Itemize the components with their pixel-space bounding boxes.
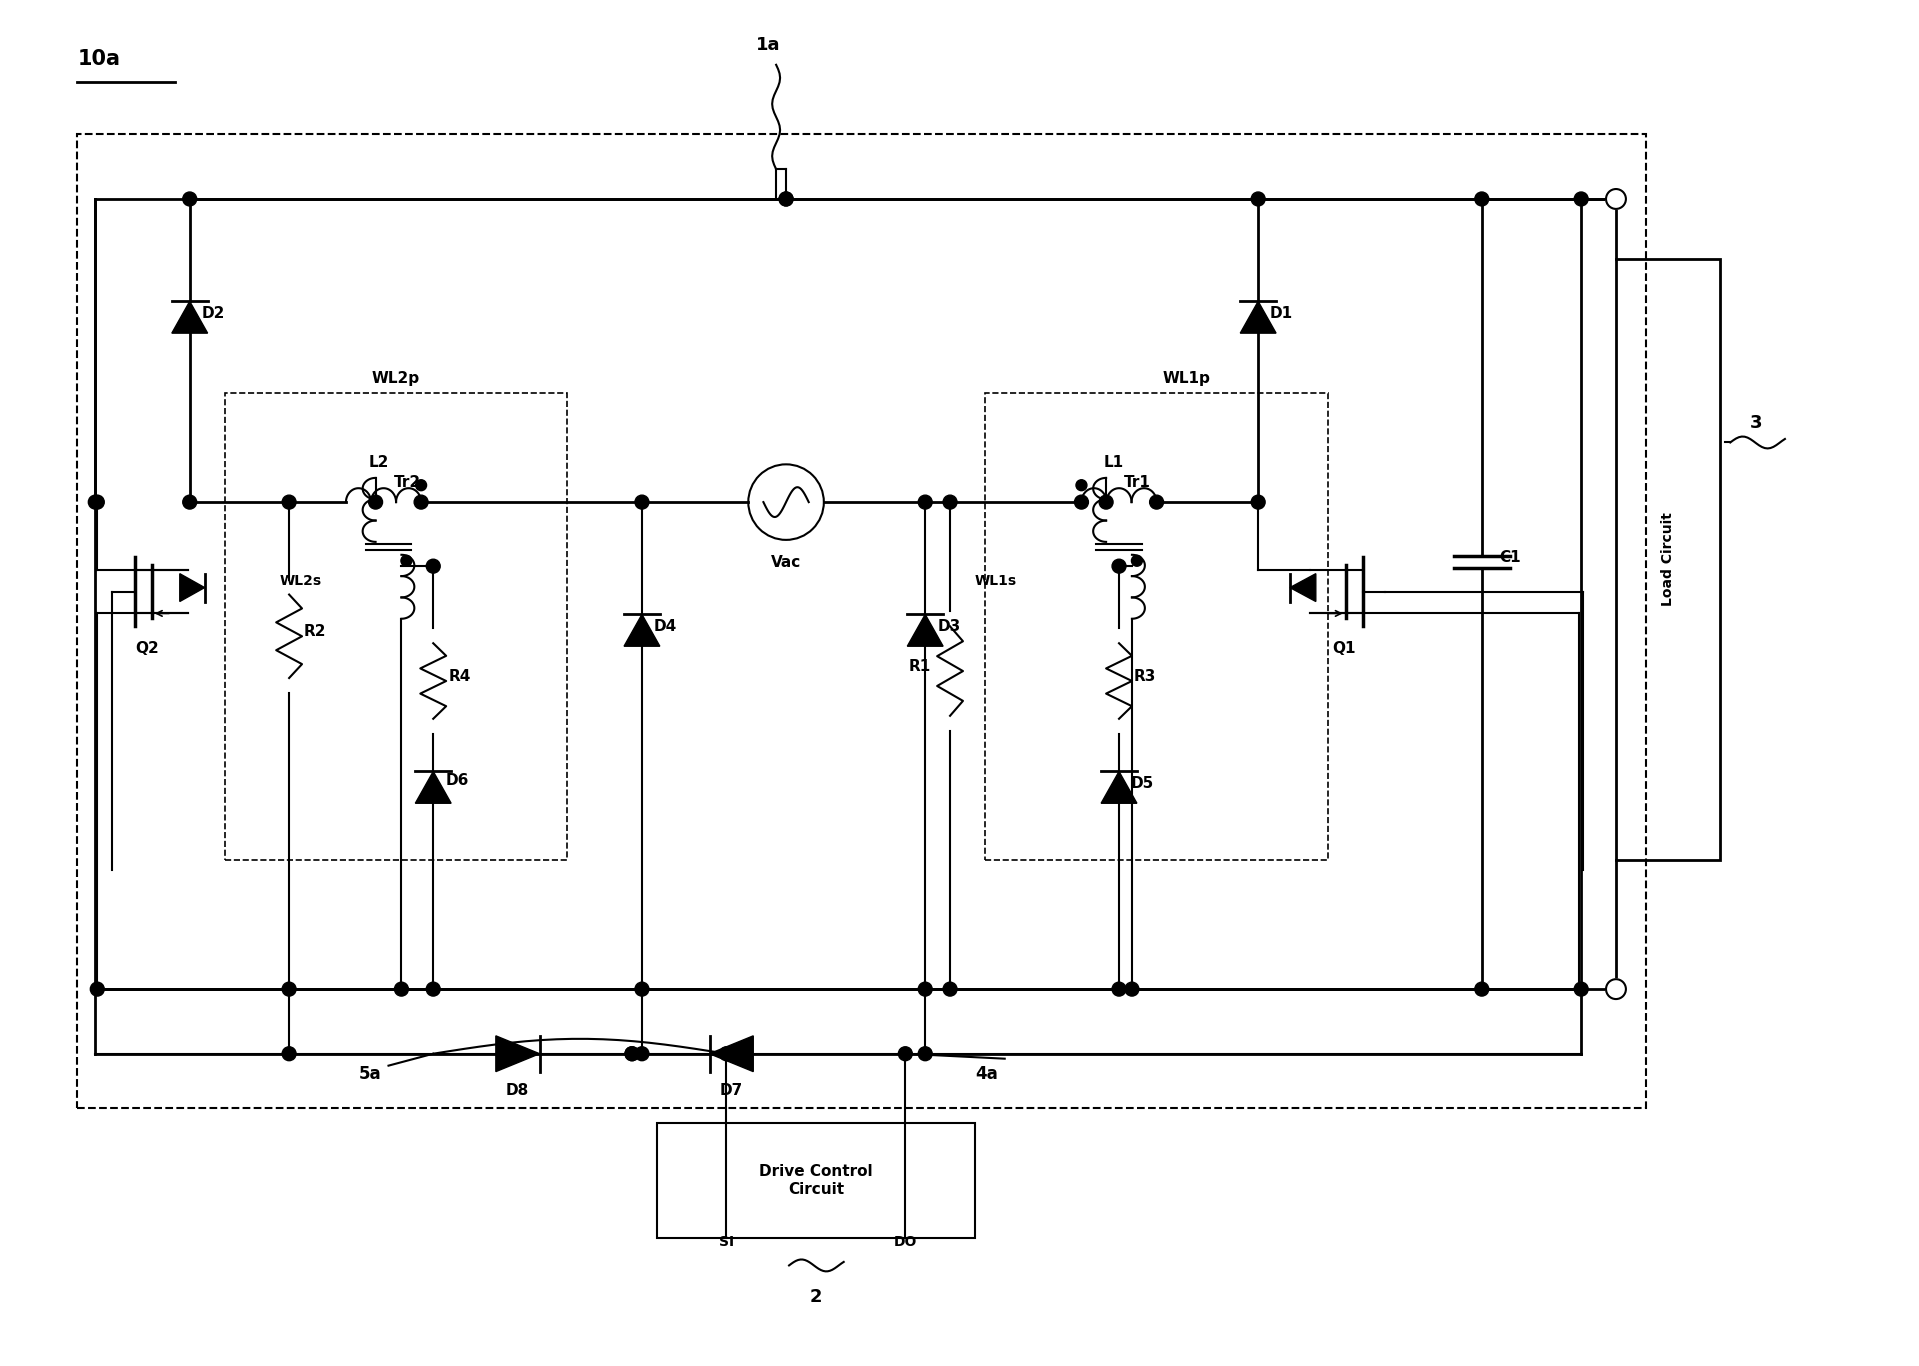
Text: D8: D8: [507, 1083, 530, 1098]
Text: R4: R4: [449, 669, 470, 684]
Circle shape: [635, 1046, 649, 1060]
Circle shape: [282, 982, 296, 996]
Text: Drive Control
Circuit: Drive Control Circuit: [760, 1164, 873, 1197]
Text: 4a: 4a: [975, 1064, 998, 1083]
Circle shape: [415, 494, 428, 510]
Bar: [656, 1123, 975, 1238]
Text: Q2: Q2: [134, 641, 159, 656]
Text: D6: D6: [445, 773, 468, 788]
Circle shape: [426, 559, 439, 574]
Circle shape: [919, 1046, 933, 1060]
Circle shape: [1113, 559, 1126, 574]
Circle shape: [1251, 193, 1265, 206]
Polygon shape: [1290, 574, 1316, 601]
Circle shape: [90, 982, 104, 996]
Circle shape: [90, 494, 104, 510]
Text: 10a: 10a: [77, 49, 121, 68]
Circle shape: [779, 193, 793, 206]
Circle shape: [720, 1046, 733, 1060]
Text: D7: D7: [720, 1083, 743, 1098]
Circle shape: [1574, 982, 1589, 996]
Circle shape: [919, 494, 933, 510]
Text: R2: R2: [303, 624, 326, 639]
Polygon shape: [180, 574, 205, 601]
Circle shape: [368, 494, 382, 510]
Circle shape: [1100, 494, 1113, 510]
Text: 2: 2: [810, 1288, 821, 1306]
Circle shape: [635, 982, 649, 996]
Circle shape: [1113, 982, 1126, 996]
Text: WL2p: WL2p: [372, 370, 420, 385]
Circle shape: [942, 982, 958, 996]
Text: D4: D4: [654, 619, 677, 634]
Circle shape: [282, 494, 296, 510]
Polygon shape: [173, 302, 207, 333]
Circle shape: [1125, 982, 1138, 996]
Circle shape: [942, 494, 958, 510]
Circle shape: [1251, 494, 1265, 510]
Circle shape: [779, 193, 793, 206]
Circle shape: [1476, 982, 1489, 996]
Circle shape: [1476, 193, 1489, 206]
Text: Vac: Vac: [771, 555, 802, 570]
Text: 1a: 1a: [756, 36, 781, 53]
Text: D3: D3: [936, 619, 960, 634]
Text: Load Circuit: Load Circuit: [1662, 512, 1675, 607]
Text: 3: 3: [1750, 414, 1764, 432]
Text: Q1: Q1: [1332, 641, 1357, 656]
Circle shape: [1606, 189, 1625, 209]
Circle shape: [1574, 193, 1589, 206]
Circle shape: [919, 982, 933, 996]
Text: D1: D1: [1270, 306, 1293, 321]
Polygon shape: [710, 1035, 754, 1071]
Circle shape: [1149, 494, 1163, 510]
Circle shape: [395, 982, 409, 996]
Text: WL1s: WL1s: [975, 574, 1017, 587]
Circle shape: [626, 1046, 639, 1060]
Circle shape: [1077, 479, 1086, 490]
Text: R3: R3: [1134, 669, 1157, 684]
Text: L1: L1: [1103, 455, 1125, 470]
Bar: [225, 393, 568, 861]
Bar: [1616, 258, 1719, 861]
Polygon shape: [1240, 302, 1276, 333]
Circle shape: [1606, 979, 1625, 999]
Circle shape: [626, 1046, 639, 1060]
Circle shape: [182, 494, 196, 510]
Polygon shape: [415, 772, 451, 803]
Text: SI: SI: [720, 1235, 733, 1249]
Circle shape: [1075, 494, 1088, 510]
Text: WL1p: WL1p: [1163, 370, 1211, 385]
Circle shape: [635, 494, 649, 510]
Circle shape: [426, 982, 439, 996]
Circle shape: [182, 193, 196, 206]
Text: Tr1: Tr1: [1125, 475, 1151, 490]
Polygon shape: [908, 615, 942, 646]
Text: C1: C1: [1499, 549, 1522, 564]
Circle shape: [416, 479, 426, 490]
Text: 5a: 5a: [359, 1064, 382, 1083]
Text: WL2s: WL2s: [278, 574, 320, 587]
Circle shape: [88, 494, 102, 510]
Bar: [984, 393, 1328, 861]
Text: D2: D2: [201, 306, 225, 321]
Text: D5: D5: [1130, 776, 1153, 791]
Bar: [77, 134, 1647, 1108]
Polygon shape: [624, 615, 660, 646]
Polygon shape: [495, 1035, 539, 1071]
Circle shape: [401, 556, 413, 567]
Circle shape: [898, 1046, 912, 1060]
Polygon shape: [1102, 772, 1136, 803]
Text: R1: R1: [908, 658, 931, 673]
Text: Tr2: Tr2: [393, 475, 420, 490]
Circle shape: [282, 1046, 296, 1060]
Circle shape: [1132, 556, 1142, 567]
Text: L2: L2: [368, 455, 390, 470]
Text: DO: DO: [894, 1235, 917, 1249]
